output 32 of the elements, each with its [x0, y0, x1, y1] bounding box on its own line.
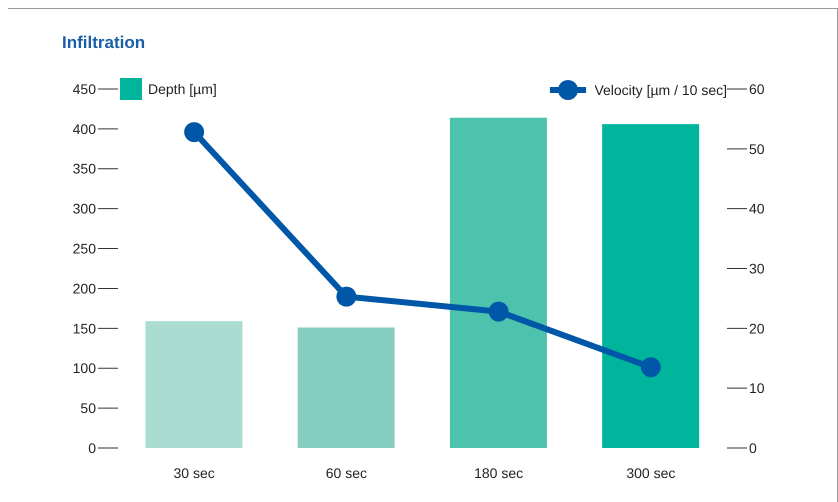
- y2-tick-label: 40: [749, 200, 765, 217]
- y-tick-label: 50: [80, 400, 96, 416]
- legend-label: Velocity [µm / 10 sec]: [594, 82, 727, 98]
- y2-tick-label: 50: [749, 140, 765, 157]
- y2-tick-label: 60: [749, 80, 765, 97]
- point: [640, 357, 661, 378]
- y2-tick-label: 30: [749, 260, 765, 276]
- bar: [145, 321, 242, 448]
- point: [488, 302, 509, 322]
- x-tick-label: 300 sec: [626, 464, 676, 481]
- y2-tick-label: 0: [749, 440, 757, 456]
- x-tick-label: 60 sec: [326, 464, 367, 481]
- y-tick-label: 350: [72, 160, 96, 177]
- bar: [602, 124, 700, 448]
- y-tick-label: 250: [72, 240, 96, 257]
- y-tick-label: 300: [72, 200, 96, 217]
- bar: [450, 118, 547, 448]
- y-tick-label: 100: [72, 360, 96, 376]
- x-tick-label: 180 sec: [474, 464, 524, 481]
- chart-title: Infiltration: [62, 33, 146, 53]
- point: [184, 122, 204, 142]
- x-tick-label: 30 sec: [174, 464, 215, 481]
- y2-tick-label: 20: [749, 320, 765, 336]
- y-tick-label: 200: [72, 280, 96, 296]
- y-tick-label: 0: [88, 440, 96, 456]
- y-tick-label: 400: [72, 120, 96, 137]
- legend-label: Depth [µm]: [148, 81, 217, 97]
- bar: [298, 328, 395, 448]
- point: [336, 286, 356, 307]
- y-tick-label: 150: [72, 320, 96, 336]
- y2-tick-label: 10: [749, 380, 765, 396]
- y-tick-label: 450: [72, 80, 96, 97]
